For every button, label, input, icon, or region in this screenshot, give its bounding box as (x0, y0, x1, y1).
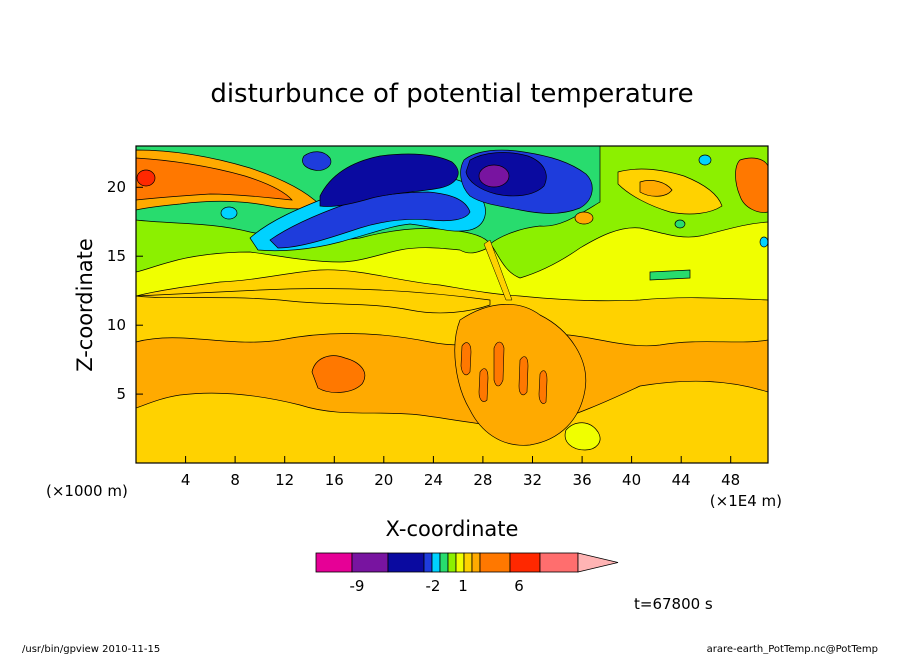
colorbar-segment (509, 552, 541, 573)
y-tick-label: 10 (107, 316, 126, 334)
region-blue-small (302, 151, 332, 171)
time-label: t=67800 s (634, 595, 713, 613)
colorbar-segment (315, 552, 353, 573)
x-tick-label: 28 (473, 471, 492, 489)
region-cyan-spot-1 (220, 206, 238, 220)
region-streak-4 (478, 368, 489, 402)
region-green-strip (649, 269, 691, 281)
x-tick-label: 24 (424, 471, 443, 489)
x-scale-note: (×1E4 m) (710, 492, 782, 510)
region-upper-right-orange-small (639, 180, 673, 197)
x-axis: 4 8 12 16 20 24 28 32 36 40 44 48 (181, 456, 740, 489)
colorbar-label: -9 (350, 577, 365, 595)
y-axis: 5 10 15 20 (107, 178, 143, 403)
colorbar-extension-arrow (577, 552, 619, 573)
region-streak-3 (518, 356, 529, 396)
region-green-spot-1 (674, 219, 686, 229)
colorbar (315, 552, 619, 573)
x-tick-label: 32 (523, 471, 542, 489)
x-axis-title: X-coordinate (386, 517, 519, 541)
colorbar-segment (439, 552, 449, 573)
contour-field (136, 146, 768, 463)
x-tick-label: 44 (672, 471, 691, 489)
colorbar-label: 1 (458, 577, 468, 595)
footer-left: /usr/bin/gpview 2010-11-15 (22, 644, 160, 654)
colorbar-segment (351, 552, 389, 573)
region-orange-spot-upper (574, 211, 594, 225)
region-dark-orange-blob (311, 355, 366, 393)
region-upper-right-orange (735, 157, 768, 213)
region-upper-left-dark-orange (136, 157, 293, 201)
colorbar-segment (479, 552, 511, 573)
region-purple-core (478, 164, 510, 188)
colorbar-segment (539, 552, 579, 573)
y-tick-label: 5 (116, 385, 126, 403)
x-tick-label: 48 (721, 471, 740, 489)
y-tick-label: 15 (107, 247, 126, 265)
region-streak-1 (493, 341, 505, 387)
region-red-spot (136, 169, 156, 187)
x-tick-label: 36 (573, 471, 592, 489)
x-tick-label: 12 (275, 471, 294, 489)
y-tick-label: 20 (107, 178, 126, 196)
region-streak-2 (460, 342, 472, 376)
colorbar-segment (387, 552, 425, 573)
x-tick-label: 16 (325, 471, 344, 489)
colorbar-label: 6 (514, 577, 524, 595)
region-light-yellow-bottom (564, 422, 601, 451)
x-unit-label: (×1000 m) (46, 482, 128, 500)
colorbar-segment (431, 552, 441, 573)
colorbar-segment (471, 552, 481, 573)
region-orange-band (136, 333, 768, 427)
chart-title: disturbunce of potential temperature (210, 79, 693, 109)
y-axis-title: Z-coordinate (73, 238, 97, 372)
x-tick-label: 20 (374, 471, 393, 489)
region-streak-6 (483, 239, 513, 301)
footer-right: arare-earth_PotTemp.nc@PotTemp (707, 644, 878, 654)
colorbar-segment (455, 552, 465, 573)
x-tick-label: 4 (181, 471, 191, 489)
region-cyan-spot-2 (698, 154, 712, 166)
colorbar-segment (447, 552, 457, 573)
colorbar-segment (463, 552, 473, 573)
colorbar-segment (423, 552, 433, 573)
x-tick-label: 8 (230, 471, 240, 489)
region-yellow-lower-edge (136, 288, 491, 314)
x-tick-label: 40 (622, 471, 641, 489)
colorbar-label: -2 (426, 577, 441, 595)
region-blue-dark-left (319, 153, 459, 207)
region-cyan-spot-3 (759, 236, 768, 248)
plot-frame (135, 145, 769, 464)
region-streak-5 (538, 370, 548, 404)
